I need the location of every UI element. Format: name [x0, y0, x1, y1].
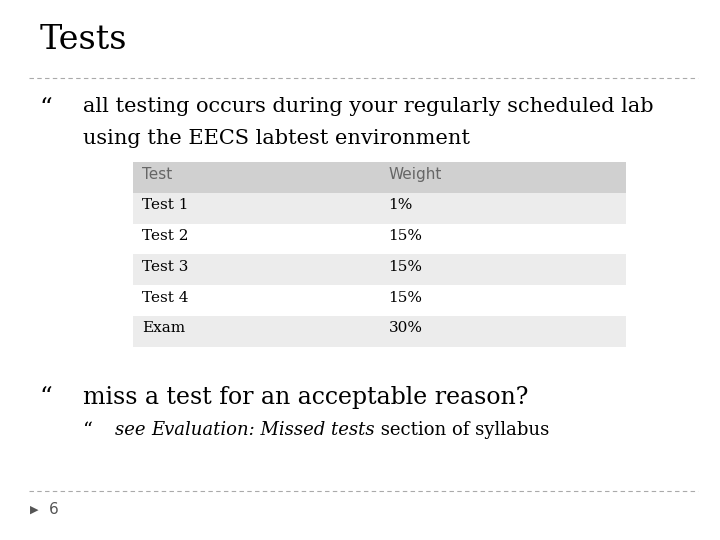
Text: Weight: Weight: [389, 167, 442, 183]
Bar: [133, 254, 626, 285]
Text: 6: 6: [49, 502, 59, 517]
Bar: [133, 193, 626, 224]
Text: Tests: Tests: [40, 24, 127, 56]
Text: 15%: 15%: [389, 260, 423, 274]
Text: section of syllabus: section of syllabus: [375, 421, 549, 439]
Text: “: “: [40, 386, 53, 409]
Text: Test 4: Test 4: [142, 291, 189, 305]
Text: see: see: [115, 421, 151, 439]
Text: Test 1: Test 1: [142, 198, 189, 212]
Text: all testing occurs during your regularly scheduled lab: all testing occurs during your regularly…: [83, 97, 653, 116]
Bar: [133, 162, 626, 193]
Text: 30%: 30%: [389, 321, 423, 335]
Text: Test 2: Test 2: [142, 229, 189, 243]
Text: “: “: [40, 97, 53, 120]
Text: 1%: 1%: [389, 198, 413, 212]
Text: 15%: 15%: [389, 291, 423, 305]
Bar: [133, 316, 626, 347]
Text: Test: Test: [142, 167, 172, 183]
Bar: [133, 224, 626, 254]
Text: Exam: Exam: [142, 321, 185, 335]
Text: 15%: 15%: [389, 229, 423, 243]
Text: miss a test for an acceptable reason?: miss a test for an acceptable reason?: [83, 386, 528, 409]
Text: Evaluation: Missed tests: Evaluation: Missed tests: [151, 421, 375, 439]
Text: ▶: ▶: [30, 504, 39, 514]
Bar: [133, 285, 626, 316]
Text: Test 3: Test 3: [142, 260, 188, 274]
Text: using the EECS labtest environment: using the EECS labtest environment: [83, 129, 470, 147]
Text: “: “: [83, 421, 93, 439]
